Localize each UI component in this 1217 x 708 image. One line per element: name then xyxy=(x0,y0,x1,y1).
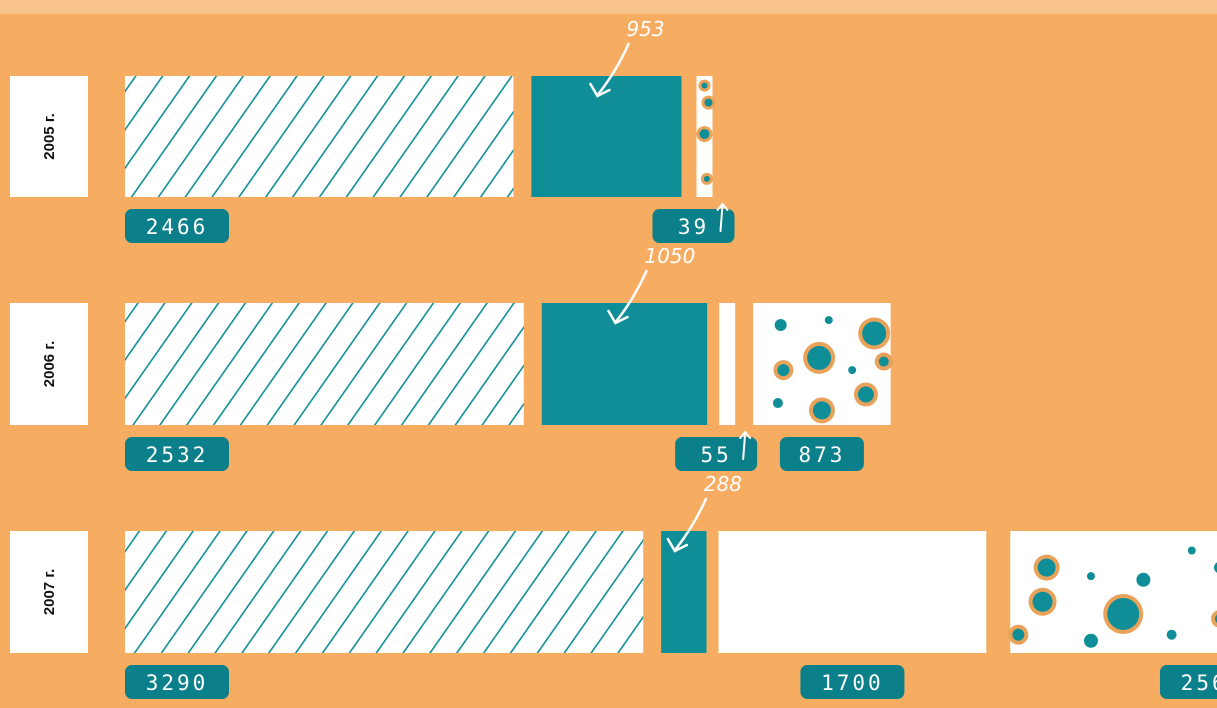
label-hatched-2007-badge xyxy=(125,665,229,699)
dot xyxy=(807,345,832,370)
dot xyxy=(701,82,708,89)
dot xyxy=(862,321,887,346)
label-plain-white-2005: 39 xyxy=(678,215,709,239)
small-arrow-2006 xyxy=(739,430,752,460)
bar-hatched-2005 xyxy=(125,76,514,197)
label-plain-white-2005-badge xyxy=(652,209,735,243)
bar-solid-teal-2007 xyxy=(661,531,707,653)
label-solid-teal-2007: 288 xyxy=(704,472,742,496)
dot xyxy=(848,366,857,375)
year-label-2006: 2006 г. xyxy=(41,341,58,387)
label-plain-white-2007-badge xyxy=(800,665,905,699)
year-label-box-2005 xyxy=(10,76,88,197)
bar-solid-teal-2005 xyxy=(531,76,682,197)
label-dotted-2006-badge xyxy=(779,437,864,471)
dot-ring xyxy=(1211,610,1217,628)
bar-plain-white-2006 xyxy=(719,303,736,425)
dot xyxy=(1136,572,1151,587)
bar-hatched-2006 xyxy=(125,303,524,425)
label-dotted-2007: 2561 xyxy=(1181,671,1217,695)
top-band xyxy=(0,0,1217,14)
arrow-2006 xyxy=(615,269,648,323)
dot xyxy=(824,316,833,325)
label-dotted-2006: 873 xyxy=(798,443,845,467)
arrow-head-2006 xyxy=(607,309,629,325)
label-hatched-2006-badge xyxy=(125,437,229,471)
dot xyxy=(774,318,787,331)
bar-solid-teal-2006 xyxy=(541,303,708,425)
dot xyxy=(1187,546,1196,555)
dot xyxy=(772,398,783,409)
dot xyxy=(699,129,710,140)
dot xyxy=(777,364,790,377)
arrow-head-2007 xyxy=(666,537,689,553)
small-arrow-2005 xyxy=(716,202,729,232)
label-plain-white-2006-badge xyxy=(675,437,758,471)
arrow-2007 xyxy=(674,497,708,551)
label-dotted-2007-badge xyxy=(1159,665,1217,699)
arrow-head-2005 xyxy=(589,82,611,98)
dot xyxy=(1214,562,1217,573)
label-hatched-2005: 2466 xyxy=(146,215,209,239)
bar-dotted-2006 xyxy=(753,303,893,425)
year-label-2007: 2007 г. xyxy=(41,569,58,615)
label-solid-teal-2006: 1050 xyxy=(644,244,695,268)
dot xyxy=(1083,633,1098,648)
dot xyxy=(1032,591,1053,612)
bar-plain-white-2007 xyxy=(718,531,987,653)
bar-dotted-2007 xyxy=(1008,531,1217,653)
arrow-2005 xyxy=(597,42,630,96)
dot xyxy=(703,175,710,182)
label-plain-white-2006: 55 xyxy=(701,443,732,467)
dot xyxy=(1166,629,1177,640)
label-solid-teal-2005: 953 xyxy=(626,17,664,41)
bar-hatched-2007 xyxy=(125,531,644,653)
dot xyxy=(878,356,889,367)
label-hatched-2007: 3290 xyxy=(146,671,209,695)
year-label-box-2006 xyxy=(10,303,88,425)
dot xyxy=(704,98,713,107)
year-label-box-2007 xyxy=(10,531,88,653)
dot xyxy=(1086,572,1095,581)
year-label-2005: 2005 г. xyxy=(41,113,58,159)
dot xyxy=(1037,558,1056,577)
label-hatched-2005-badge xyxy=(125,209,229,243)
dot xyxy=(1012,628,1025,641)
label-plain-white-2007: 1700 xyxy=(821,671,884,695)
dot xyxy=(1107,597,1140,630)
dot xyxy=(812,401,831,420)
label-hatched-2006: 2532 xyxy=(146,443,209,467)
dot xyxy=(857,386,874,403)
